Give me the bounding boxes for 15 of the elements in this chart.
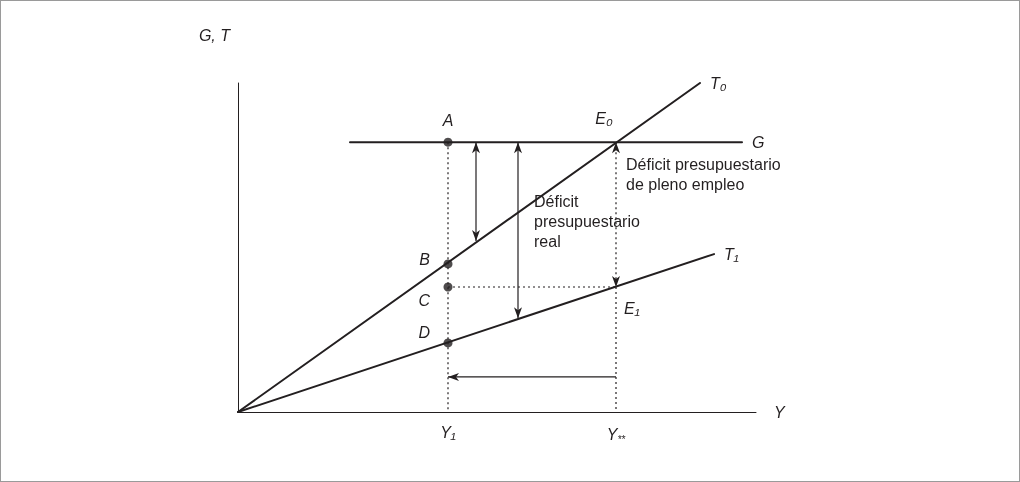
x-tick-label: Y** xyxy=(606,425,627,445)
x-axis-title: Y xyxy=(774,403,786,421)
y-axis-title: G, T xyxy=(198,26,232,44)
annotation: C xyxy=(418,292,431,310)
annotation: D xyxy=(418,324,431,342)
series-label: T₁ xyxy=(724,245,739,263)
annotation: E₁ xyxy=(624,300,640,318)
annotation: A xyxy=(441,111,454,129)
annotation: E₀ xyxy=(595,109,613,127)
annotation: Déficit presupuestario real xyxy=(534,192,645,250)
series-label: T₀ xyxy=(710,74,727,92)
annotation: B xyxy=(419,251,431,269)
x-tick-label: Y₁ xyxy=(440,423,456,441)
series-label: G xyxy=(752,133,765,151)
annotation: Déficit presupuestario de pleno empleo xyxy=(626,156,786,194)
